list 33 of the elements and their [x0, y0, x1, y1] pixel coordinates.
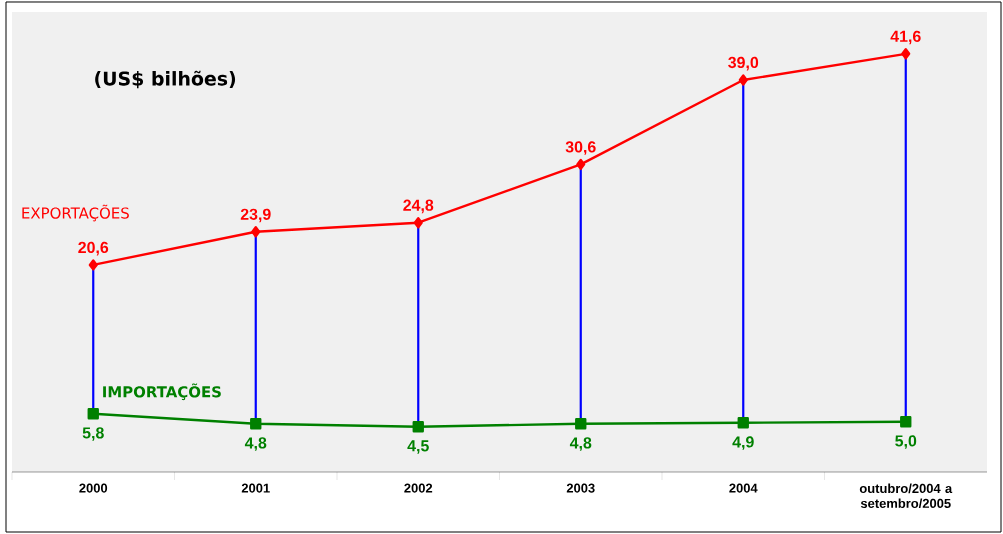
point	[87, 408, 99, 420]
data-label: 4,8	[244, 437, 267, 451]
x-tick-label: 2003	[566, 483, 595, 493]
point	[413, 217, 423, 229]
data-label: 24,8	[403, 199, 434, 214]
data-label: 30,6	[565, 141, 596, 155]
series-label: IMPORTAÇÕES	[103, 383, 221, 401]
x-tick-label: 2004	[729, 483, 758, 493]
text: EXPORTAÇÕES	[22, 204, 129, 222]
data-label: 5,0	[895, 435, 917, 449]
x-tick-label: 2000	[79, 483, 108, 493]
annotation: (US$ bilhões)	[95, 70, 236, 89]
data-label: 23,9	[240, 208, 271, 223]
data-label: 41,6	[890, 30, 921, 45]
data-label: 4,5	[407, 440, 429, 454]
x-tick-label: 2002	[404, 483, 433, 493]
data-label: 20,6	[78, 241, 109, 256]
point	[900, 416, 912, 428]
x-tick-label: 2001	[241, 483, 270, 493]
point	[738, 74, 748, 86]
point	[737, 417, 749, 429]
data-label: 4,8	[569, 437, 592, 451]
x-tick-label: outubro/2004 a setembro/2005	[859, 483, 953, 509]
point	[250, 418, 262, 430]
point	[88, 259, 98, 271]
point	[575, 418, 587, 430]
data-label: 39,0	[728, 56, 759, 71]
point	[901, 48, 911, 60]
data-label: 4,9	[732, 436, 754, 450]
data-label: 5,8	[82, 427, 104, 441]
point	[251, 226, 261, 238]
point	[412, 421, 424, 433]
point	[576, 158, 586, 171]
